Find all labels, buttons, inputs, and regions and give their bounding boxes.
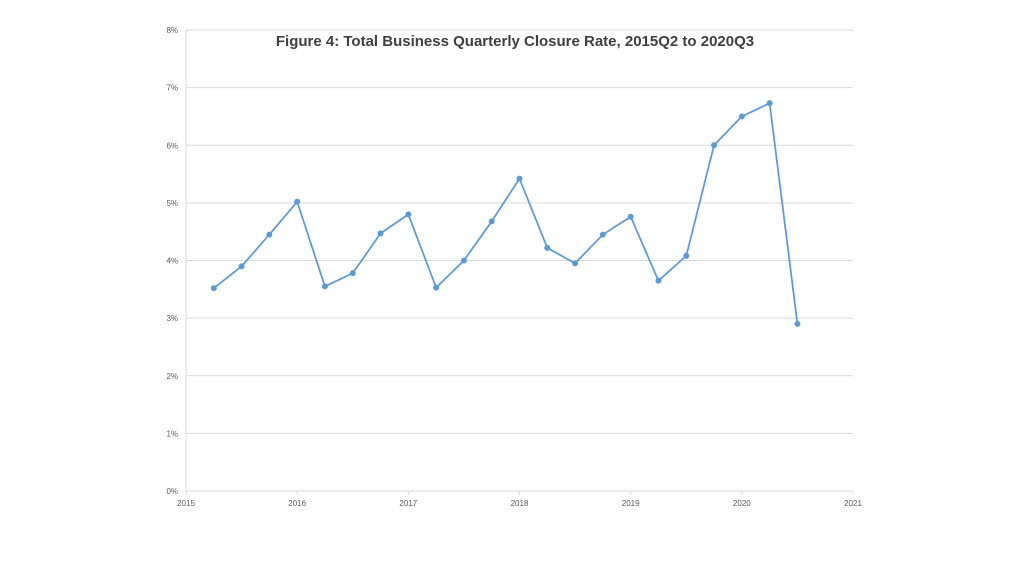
y-tick-label: 6% [166, 141, 178, 150]
data-point [738, 113, 745, 120]
y-tick-labels: 0% 1% 2% 3% 4% 5% 6% 7% 8% [166, 26, 178, 496]
y-tick-label: 4% [166, 257, 178, 266]
y-tick-label: 7% [166, 84, 178, 93]
x-tick-label: 2015 [177, 499, 195, 508]
data-point [238, 263, 245, 270]
data-point [655, 277, 662, 284]
data-point [683, 252, 690, 259]
data-point [349, 270, 356, 277]
data-point [766, 100, 773, 107]
data-point [516, 175, 523, 182]
x-tick-label: 2020 [733, 499, 751, 508]
series-line [213, 102, 799, 324]
data-point [794, 320, 801, 327]
y-tick-label: 1% [166, 429, 178, 438]
y-tick-label: 0% [166, 487, 178, 496]
data-point [711, 142, 718, 149]
data-point [210, 285, 217, 292]
y-tick-label: 8% [166, 26, 178, 35]
data-point [266, 231, 273, 238]
y-tick-label: 5% [166, 199, 178, 208]
data-point [377, 230, 384, 237]
data-point [433, 284, 440, 291]
x-tick-labels: 2015 2016 2017 2018 2019 2020 2021 [177, 499, 862, 508]
data-point [544, 244, 551, 251]
x-tick-label: 2021 [844, 499, 862, 508]
y-tick-label: 2% [166, 372, 178, 381]
axes [185, 30, 854, 495]
data-point [599, 231, 606, 238]
data-point [572, 260, 579, 267]
chart-title: Figure 4: Total Business Quarterly Closu… [276, 33, 754, 50]
x-tick-label: 2016 [288, 499, 306, 508]
series-lines [213, 102, 799, 324]
data-point [321, 283, 328, 290]
data-point [488, 218, 495, 225]
data-point [460, 257, 467, 264]
x-tick-label: 2017 [399, 499, 417, 508]
data-point [294, 198, 301, 205]
x-tick-label: 2018 [511, 499, 529, 508]
x-tick-label: 2019 [622, 499, 640, 508]
y-tick-label: 3% [166, 314, 178, 323]
gridlines [186, 29, 853, 434]
data-point [405, 211, 412, 218]
data-point [627, 213, 634, 220]
data-points [210, 100, 801, 327]
